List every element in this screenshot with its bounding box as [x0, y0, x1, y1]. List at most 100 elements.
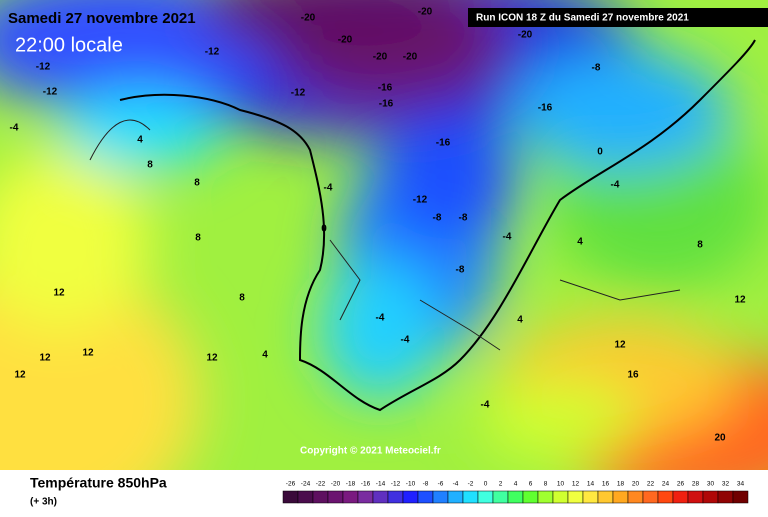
colorbar-swatch [432, 490, 449, 504]
colorbar-swatch [492, 490, 509, 504]
colorbar-swatch [507, 490, 524, 504]
colorbar-swatch [597, 490, 614, 504]
colorbar-label: -2 [468, 481, 474, 488]
colorbar-swatch [357, 490, 374, 504]
isotherm-label: 12 [206, 353, 218, 364]
colorbar-label: 30 [707, 481, 715, 488]
isotherm-label: 12 [53, 288, 65, 299]
isotherm-label: -16 [379, 99, 394, 110]
isotherm-label: 4 [137, 135, 143, 146]
colorbar-swatch [387, 490, 404, 504]
colorbar-label: 26 [677, 481, 685, 488]
isotherm-label: 12 [82, 348, 94, 359]
colorbar-swatch [717, 490, 734, 504]
colorbar-label: 32 [722, 481, 730, 488]
isotherm-label: -12 [291, 88, 306, 99]
colorbar-label: 34 [737, 481, 745, 488]
colorbar-label: -14 [376, 481, 386, 488]
colorbar-swatch [537, 490, 554, 504]
isotherm-label: 4 [517, 315, 523, 326]
isotherm-label: -8 [592, 63, 601, 74]
run-info: Run ICON 18 Z du Samedi 27 novembre 2021 [476, 13, 689, 24]
isotherm-label: -20 [418, 7, 433, 18]
isotherm-label: -20 [403, 52, 418, 63]
isotherm-label: -4 [611, 180, 620, 191]
isotherm-label: -16 [538, 103, 553, 114]
colorbar-label: 20 [632, 481, 640, 488]
isotherm-label: -4 [324, 183, 333, 194]
isotherm-label: -8 [456, 265, 465, 276]
colorbar-label: -12 [391, 481, 401, 488]
colorbar-swatch [312, 490, 329, 504]
colorbar: -26 -24 -22 -20 -18 -16 -14 -12 -10 -8 -6 -4 -2 0 2 4 6 8… [282, 481, 749, 504]
isotherm-label: 0 [321, 224, 327, 235]
isotherm-label: 16 [627, 370, 639, 381]
colorbar-label: -8 [423, 481, 429, 488]
colorbar-label: -24 [301, 481, 311, 488]
colorbar-label: -10 [406, 481, 416, 488]
colorbar-swatch [552, 490, 569, 504]
colorbar-swatch [582, 490, 599, 504]
colorbar-swatch [372, 490, 389, 504]
colorbar-swatch [657, 490, 674, 504]
colorbar-swatch [672, 490, 689, 504]
isotherm-label: 8 [697, 240, 703, 251]
colorbar-swatch [417, 490, 434, 504]
colorbar-swatch [702, 490, 719, 504]
colorbar-label: 8 [544, 481, 548, 488]
local-time: 22:00 locale [15, 34, 123, 56]
colorbar-label: 0 [484, 481, 488, 488]
isotherm-label: -4 [481, 400, 490, 411]
colorbar-swatch [462, 490, 479, 504]
colorbar-label: 12 [572, 481, 580, 488]
isotherm-label: 12 [614, 340, 626, 351]
isotherm-label: 8 [147, 160, 153, 171]
isotherm-label: -8 [433, 213, 442, 224]
colorbar-label: 2 [499, 481, 503, 488]
isotherm-label: 12 [734, 295, 746, 306]
isotherm-label: 12 [14, 370, 26, 381]
colorbar-label: 4 [514, 481, 518, 488]
colorbar-swatch [447, 490, 464, 504]
colorbar-label: 28 [692, 481, 700, 488]
isotherm-label: 4 [262, 350, 268, 361]
isotherm-label: -12 [413, 195, 428, 206]
colorbar-swatch [402, 490, 419, 504]
colorbar-label: -4 [453, 481, 459, 488]
colorbar-swatch [522, 490, 539, 504]
colorbar-label: -22 [316, 481, 326, 488]
colorbar-label: 16 [602, 481, 610, 488]
colorbar-label: 14 [587, 481, 595, 488]
isotherm-label: -12 [43, 87, 58, 98]
isotherm-label: -12 [36, 62, 51, 73]
forecast-step: (+ 3h) [30, 497, 57, 508]
isotherm-label: -12 [205, 47, 220, 58]
date: Samedi 27 novembre 2021 [8, 10, 196, 27]
isotherm-label: -8 [459, 213, 468, 224]
isotherm-label: -4 [10, 123, 19, 134]
colorbar-label: -16 [361, 481, 371, 488]
colorbar-label: 10 [557, 481, 565, 488]
colorbar-swatch [612, 490, 629, 504]
isotherm-label: -20 [338, 35, 353, 46]
colorbar-swatch [687, 490, 704, 504]
isotherm-labels: -20 -20 -20 -20 -20 -20 -12 -12 -12 -12 -16 -16 -16 -… [10, 7, 746, 444]
isotherm-label: -4 [401, 335, 410, 346]
isotherm-label: 8 [195, 233, 201, 244]
isotherm-label: -4 [376, 313, 385, 324]
copyright: Copyright © 2021 Meteociel.fr [300, 446, 441, 457]
isotherm-label: -20 [373, 52, 388, 63]
colorbar-swatch [567, 490, 584, 504]
colorbar-label: -18 [346, 481, 356, 488]
colorbar-label: -26 [286, 481, 296, 488]
colorbar-label: 22 [647, 481, 655, 488]
colorbar-label: -20 [331, 481, 341, 488]
isotherm-label: 12 [39, 353, 51, 364]
isotherm-label: 4 [577, 237, 583, 248]
isotherm-label: 8 [194, 178, 200, 189]
colorbar-swatch [327, 490, 344, 504]
colorbar-label: 6 [529, 481, 533, 488]
isotherm-label: -20 [518, 30, 533, 41]
